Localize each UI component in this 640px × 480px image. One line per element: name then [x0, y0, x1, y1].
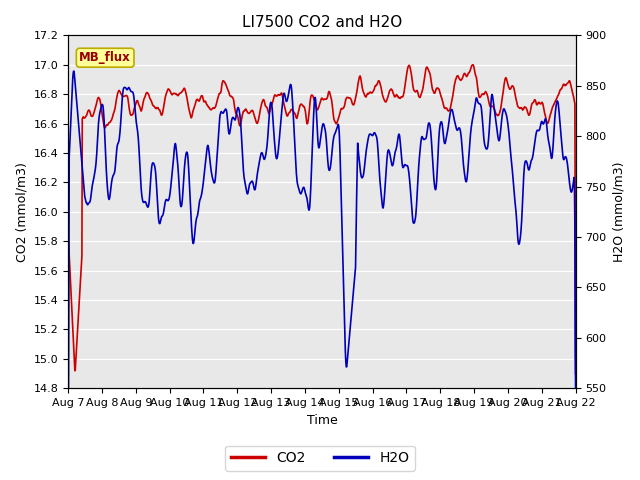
Line: H2O: H2O: [68, 71, 575, 388]
CO2: [469, 62, 477, 68]
H2O: [572, 385, 579, 391]
H2O: [512, 205, 520, 211]
CO2: [165, 86, 173, 92]
CO2: [401, 88, 408, 94]
Line: CO2: CO2: [68, 65, 575, 373]
CO2: [572, 371, 579, 376]
CO2: [177, 90, 185, 96]
CO2: [467, 67, 474, 72]
H2O: [165, 196, 173, 202]
CO2: [64, 231, 72, 237]
CO2: [234, 114, 242, 120]
H2O: [234, 105, 242, 110]
Y-axis label: CO2 (mmol/m3): CO2 (mmol/m3): [15, 162, 28, 262]
CO2: [512, 95, 520, 100]
Title: LI7500 CO2 and H2O: LI7500 CO2 and H2O: [242, 15, 402, 30]
H2O: [467, 128, 475, 133]
Legend: CO2, H2O: CO2, H2O: [225, 445, 415, 471]
Text: MB_flux: MB_flux: [79, 51, 131, 64]
H2O: [177, 204, 185, 209]
X-axis label: Time: Time: [307, 414, 337, 427]
Y-axis label: H2O (mmol/m3): H2O (mmol/m3): [612, 162, 625, 262]
H2O: [401, 162, 408, 168]
H2O: [64, 385, 72, 391]
H2O: [70, 68, 77, 74]
